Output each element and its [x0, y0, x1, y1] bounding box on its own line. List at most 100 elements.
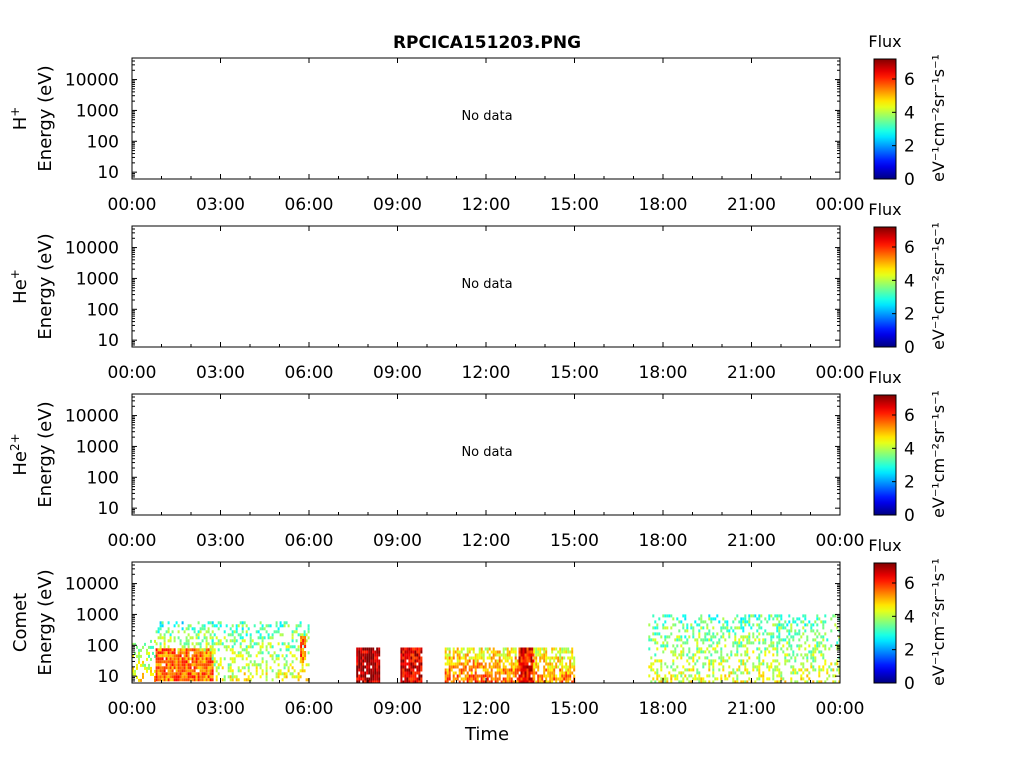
flux-cell	[676, 617, 679, 621]
flux-cell	[664, 680, 667, 684]
flux-cell	[241, 654, 244, 658]
flux-cell	[508, 668, 511, 672]
flux-cell	[231, 675, 234, 679]
flux-cell	[444, 671, 447, 675]
flux-cell	[470, 668, 473, 672]
flux-cell	[173, 657, 176, 661]
flux-cell	[418, 659, 421, 663]
flux-cell	[490, 665, 493, 669]
flux-cell	[754, 614, 757, 618]
flux-cell	[304, 639, 307, 642]
flux-cell	[752, 614, 755, 618]
flux-cell	[502, 668, 505, 672]
flux-cell	[157, 627, 160, 631]
flux-cell	[271, 654, 274, 658]
flux-cell	[712, 668, 715, 672]
flux-cell	[738, 665, 741, 669]
flux-cell	[510, 665, 513, 669]
flux-cell	[195, 675, 198, 679]
flux-cell	[163, 672, 166, 676]
flux-cell	[678, 620, 681, 624]
flux-cell	[474, 677, 477, 681]
flux-cell	[197, 636, 200, 640]
flux-cell	[744, 680, 747, 684]
flux-cell	[508, 671, 511, 675]
flux-cell	[726, 653, 729, 657]
flux-cell	[155, 663, 158, 667]
flux-cell	[698, 677, 701, 681]
flux-cell	[836, 662, 839, 666]
flux-cell	[816, 629, 819, 633]
flux-cell	[770, 641, 773, 645]
flux-cell	[537, 653, 540, 657]
flux-cell	[261, 651, 264, 655]
flux-cell	[239, 633, 242, 637]
flux-cell	[571, 656, 574, 660]
flux-cell	[778, 629, 781, 633]
flux-cell	[412, 665, 415, 669]
flux-cell	[169, 672, 172, 676]
flux-cell	[223, 636, 226, 640]
flux-cell	[524, 674, 527, 678]
flux-cell	[376, 677, 379, 681]
flux-cell	[788, 659, 791, 663]
flux-cell	[762, 659, 765, 663]
flux-cell	[654, 641, 657, 645]
flux-cell	[243, 648, 246, 652]
spectrogram-region-4	[211, 621, 310, 682]
colorbar	[873, 562, 897, 684]
flux-cell	[418, 650, 421, 654]
flux-cell	[171, 657, 174, 661]
flux-cell	[173, 672, 176, 676]
flux-cell	[215, 675, 218, 679]
flux-cell	[762, 671, 765, 675]
flux-cell	[472, 665, 475, 669]
flux-cell	[652, 638, 655, 642]
flux-cell	[804, 647, 807, 651]
flux-cell	[543, 647, 546, 651]
flux-cell	[297, 678, 300, 682]
flux-cell	[378, 647, 381, 651]
flux-cell	[784, 653, 787, 657]
flux-cell	[802, 677, 805, 681]
flux-cell	[748, 671, 751, 675]
flux-cell	[490, 671, 493, 675]
flux-cell	[788, 620, 791, 624]
flux-cell	[798, 644, 801, 648]
flux-cell	[404, 665, 407, 669]
flux-cell	[772, 647, 775, 651]
flux-cell	[136, 666, 138, 670]
flux-cell	[159, 648, 162, 652]
flux-cell	[376, 650, 379, 654]
flux-cell	[656, 632, 659, 636]
spectrogram-region-8	[444, 647, 519, 684]
flux-cell	[163, 639, 166, 643]
flux-cell	[692, 668, 695, 672]
flux-cell	[780, 626, 783, 630]
flux-cell	[722, 623, 725, 627]
flux-cell	[197, 621, 200, 625]
flux-cell	[261, 639, 264, 643]
flux-cell	[205, 642, 208, 646]
flux-cell	[201, 627, 204, 631]
flux-cell	[549, 677, 552, 681]
flux-cell	[545, 677, 548, 681]
flux-cell	[718, 638, 721, 642]
flux-cell	[726, 626, 729, 630]
flux-cell	[159, 624, 162, 628]
flux-cell	[163, 642, 166, 646]
flux-cell	[138, 657, 140, 661]
flux-cell	[245, 651, 248, 655]
flux-cell	[718, 656, 721, 660]
flux-cell	[368, 650, 371, 654]
flux-cell	[732, 668, 735, 672]
flux-cell	[553, 677, 556, 681]
flux-cell	[722, 626, 725, 630]
y-axis-energy-label: Energy (eV)	[35, 569, 56, 675]
flux-cell	[672, 659, 675, 663]
flux-cell	[273, 630, 276, 634]
flux-cell	[233, 675, 236, 679]
flux-cell	[203, 672, 206, 676]
flux-cell	[300, 651, 303, 654]
flux-cell	[736, 680, 739, 684]
